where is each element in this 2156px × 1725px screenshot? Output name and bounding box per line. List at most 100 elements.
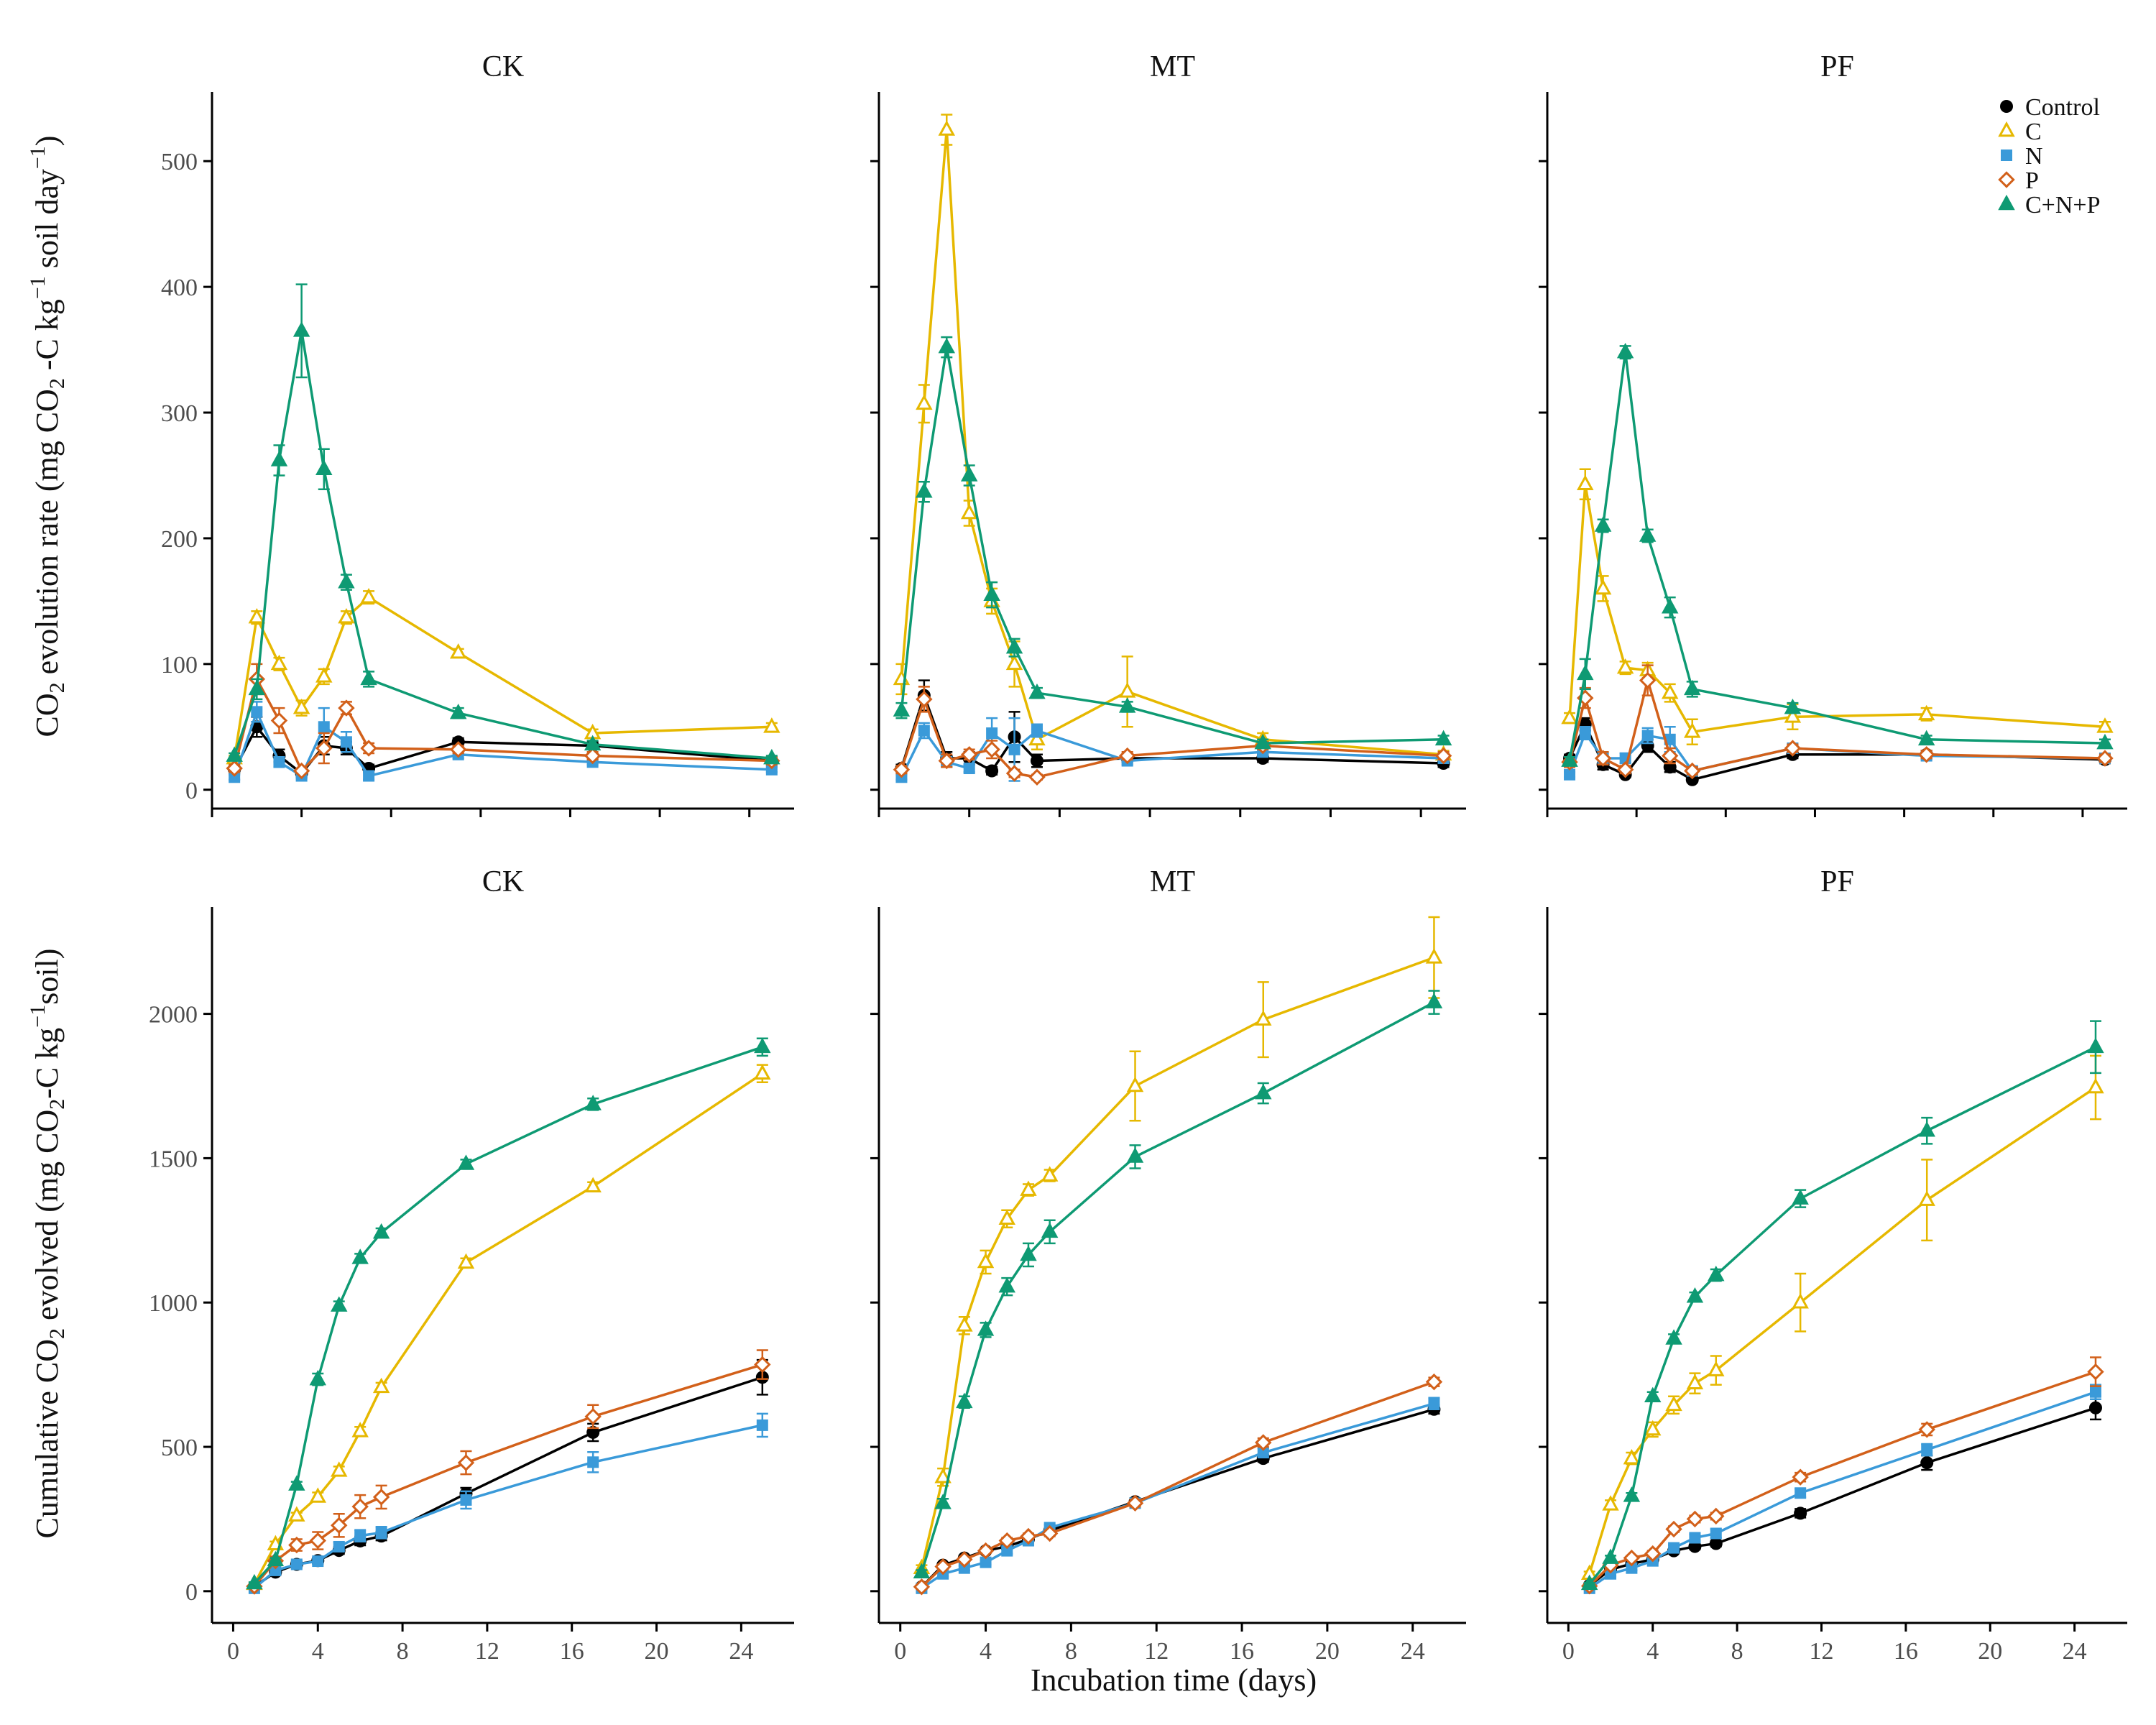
y-rate-sup: −1	[26, 146, 50, 169]
x-tick-label: 12	[1144, 1638, 1169, 1665]
data-point	[763, 717, 780, 733]
data-point	[913, 1563, 931, 1579]
data-point	[938, 337, 956, 354]
data-point	[938, 752, 955, 770]
legend-item: Control	[2000, 94, 2100, 121]
data-point	[1794, 1506, 1807, 1520]
data-point	[584, 1408, 602, 1425]
data-point	[1792, 1468, 1809, 1486]
series-control	[915, 1402, 1441, 1593]
data-point	[270, 1564, 282, 1576]
data-point	[226, 760, 243, 777]
panel-mt-rate: MT	[870, 50, 1466, 817]
data-point	[977, 1542, 995, 1560]
data-point	[1921, 1444, 1933, 1456]
panel-ck-rate: CK 0 100 200 300 400 500	[161, 50, 794, 817]
x-tick-label: 24	[1401, 1638, 1425, 1665]
data-point	[1665, 1520, 1682, 1538]
legend-label: C+N+P	[2025, 192, 2101, 218]
series-line	[1568, 482, 2106, 734]
data-point	[1126, 1076, 1144, 1092]
panel-title: CK	[482, 50, 524, 83]
data-point	[1041, 1524, 1059, 1542]
data-point	[1710, 1527, 1722, 1540]
data-point	[1689, 1532, 1701, 1544]
data-point	[363, 770, 375, 782]
x-tick-label: 16	[1894, 1638, 1918, 1665]
data-point	[1684, 722, 1701, 738]
data-point	[1005, 765, 1023, 782]
data-point	[754, 1356, 771, 1374]
legend-label: C	[2025, 119, 2042, 145]
series-line	[921, 1381, 1435, 1588]
series-line	[900, 346, 1444, 745]
y-rate-part: -C kg	[29, 299, 65, 378]
data-point	[1041, 1166, 1059, 1182]
data-point	[934, 1558, 952, 1576]
x-axis-title: Incubation time (days)	[1031, 1662, 1317, 1698]
data-point	[1792, 1293, 1809, 1309]
series-line	[921, 1402, 1434, 1590]
data-point	[340, 736, 352, 748]
data-point	[318, 721, 330, 733]
data-point	[292, 698, 310, 714]
data-point	[754, 1037, 771, 1054]
data-point	[763, 748, 780, 765]
data-point	[756, 1419, 768, 1431]
data-point	[1041, 1222, 1059, 1238]
series-c-n-p	[893, 336, 1452, 750]
x-tick-label: 4	[980, 1638, 992, 1665]
data-point	[918, 724, 930, 737]
y-cum-part: -C kg	[29, 1028, 65, 1099]
data-point	[1784, 740, 1802, 757]
data-point	[1594, 579, 1612, 595]
series-control	[228, 716, 778, 781]
data-point	[229, 771, 241, 783]
data-point	[1686, 1510, 1704, 1528]
data-point	[1686, 1374, 1704, 1389]
data-point	[351, 1248, 369, 1264]
y-tick-label: 2000	[149, 1002, 198, 1029]
data-point	[2096, 717, 2114, 733]
data-point	[1594, 750, 1612, 767]
data-point	[934, 1494, 952, 1509]
data-point	[1684, 679, 1701, 696]
data-point	[351, 1498, 369, 1515]
x-tick-label: 0	[894, 1638, 906, 1665]
y-cum-part: Cumulative CO	[29, 1339, 65, 1538]
y-cum-sub: 2	[45, 1328, 69, 1339]
series-n	[916, 1397, 1440, 1594]
data-point	[1254, 733, 1271, 750]
x-tick-label: 24	[729, 1638, 753, 1665]
data-point	[916, 394, 933, 410]
series-line	[920, 956, 1435, 1569]
data-point	[1623, 1549, 1641, 1567]
data-point	[1661, 683, 1679, 699]
data-point	[1434, 730, 1452, 746]
data-point	[1792, 1189, 1809, 1205]
panel-title: CK	[482, 865, 524, 898]
data-point	[251, 706, 263, 718]
data-point	[375, 1527, 387, 1539]
data-point	[587, 1456, 599, 1468]
series-c	[226, 588, 780, 765]
series-line	[253, 1363, 763, 1588]
x-tick-label: 0	[1562, 1638, 1575, 1665]
series-line	[1588, 1407, 2096, 1587]
data-point	[1561, 751, 1578, 767]
y-axis-title-cumulative: Cumulative CO2 evolved (mg CO2-C kg−1soi…	[26, 949, 69, 1539]
y-tick-label: 1000	[149, 1290, 198, 1317]
y-tick-label: 0	[185, 778, 198, 804]
data-point	[1005, 638, 1023, 654]
data-point	[246, 1573, 263, 1590]
series-c-n-p	[1580, 1020, 2104, 1591]
series-c	[893, 114, 1452, 761]
data-point	[983, 741, 1000, 758]
data-point	[331, 1517, 348, 1534]
data-point	[292, 762, 310, 780]
series-n	[1583, 1384, 2101, 1594]
series-c-n-p	[1561, 342, 2114, 767]
data-point	[1118, 682, 1136, 698]
data-point	[1020, 1245, 1037, 1261]
